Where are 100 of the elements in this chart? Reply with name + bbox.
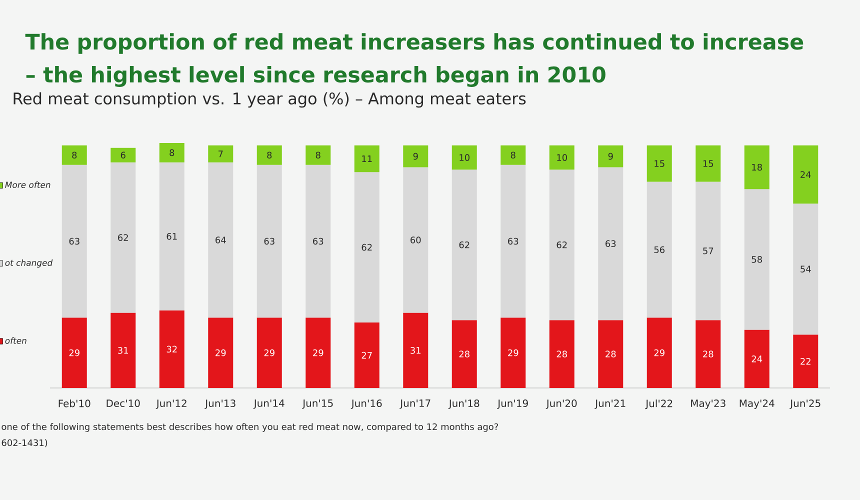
bar <box>452 145 477 170</box>
chart-subtitle: Red meat consumption vs. 1 year ago (%) – Among meat eaters <box>14 92 526 108</box>
data-label: 63 <box>313 238 324 245</box>
bar <box>500 145 526 165</box>
bar <box>159 310 184 388</box>
bar <box>110 312 136 388</box>
data-label: 7 <box>218 150 223 158</box>
bar <box>354 145 380 172</box>
bar <box>500 164 526 318</box>
bar <box>793 145 818 204</box>
bar <box>110 148 136 162</box>
x-tick-label: Jun'15 <box>302 400 333 409</box>
bar <box>744 145 770 190</box>
data-label: 10 <box>557 154 567 161</box>
bar <box>500 318 526 388</box>
data-label: 54 <box>800 266 811 272</box>
x-tick-label: May'24 <box>740 399 774 409</box>
bar <box>62 164 87 318</box>
bar <box>646 145 672 182</box>
bar <box>744 330 770 388</box>
data-label: 9 <box>608 152 613 160</box>
bar <box>403 145 428 168</box>
x-tick-label: Jun'18 <box>448 399 480 409</box>
data-label: 63 <box>264 238 274 245</box>
data-label: 29 <box>264 349 274 356</box>
x-tick-label: Jun'19 <box>497 399 528 409</box>
data-label: 58 <box>752 256 762 263</box>
bar <box>598 167 624 320</box>
data-label: 31 <box>118 346 128 354</box>
x-tick-label: Dec'10 <box>106 399 140 408</box>
text: 602-1431) <box>2 439 48 448</box>
bar <box>208 162 234 318</box>
data-label: 15 <box>703 160 714 167</box>
x-tick-label: Feb'10 <box>58 399 90 408</box>
text: one of the following statements best describes how often you eat red meat now, compared to 12 months ago? <box>2 423 498 432</box>
data-label: 29 <box>654 349 664 356</box>
data-label: 64 <box>216 236 226 244</box>
bar <box>403 312 428 388</box>
bar <box>208 145 234 162</box>
data-label: 31 <box>410 346 421 354</box>
bar <box>452 320 477 388</box>
bar <box>110 162 136 313</box>
data-label: 63 <box>508 238 518 245</box>
data-label: 61 <box>166 232 177 240</box>
bar <box>646 182 672 318</box>
x-tick-label: Jun'21 <box>594 399 626 409</box>
x-tick-label: Jun'12 <box>156 399 186 409</box>
x-tick-label: Jun'17 <box>400 400 430 409</box>
bar <box>549 145 574 170</box>
bar <box>354 322 380 388</box>
data-label: 63 <box>606 240 616 248</box>
bar <box>256 164 282 318</box>
x-tick-label: May'23 <box>691 399 726 409</box>
data-label: 8 <box>510 152 516 158</box>
data-label: 62 <box>459 241 470 248</box>
data-label: 62 <box>556 241 567 248</box>
chart-title: The proportion of red meat increasers has continued to increase – the highest level since research began in 2010 <box>25 33 804 87</box>
legend-label: often <box>5 337 26 344</box>
bar <box>452 170 477 320</box>
data-label: 8 <box>170 149 174 156</box>
bar <box>306 318 331 388</box>
data-label: 8 <box>267 152 272 158</box>
bar <box>598 145 624 168</box>
data-label: 28 <box>556 350 567 358</box>
bar <box>354 172 380 322</box>
data-label: 8 <box>316 152 320 158</box>
data-label: 62 <box>362 244 372 251</box>
data-label: 11 <box>362 155 372 162</box>
data-label: 10 <box>460 154 470 161</box>
x-tick-label: Jun'14 <box>253 400 284 409</box>
bar <box>159 142 184 162</box>
bar <box>744 189 770 330</box>
legend-label: ot changed <box>5 259 53 268</box>
x-tick-label: Jun'25 <box>790 399 820 409</box>
bar <box>696 182 721 320</box>
data-label: 24 <box>752 356 762 362</box>
data-label: 22 <box>800 358 810 365</box>
data-label: 29 <box>313 349 324 356</box>
x-tick-label: Jul'22 <box>645 399 672 410</box>
data-label: 29 <box>216 349 226 356</box>
data-label: 28 <box>606 350 616 358</box>
legend-label: More often <box>5 181 50 188</box>
data-label: 18 <box>752 164 762 171</box>
bar <box>793 204 818 335</box>
data-label: 27 <box>362 352 372 359</box>
x-tick-label: Jun'13 <box>204 399 236 409</box>
bar <box>549 320 574 388</box>
bar <box>696 320 721 388</box>
bar <box>256 145 282 165</box>
data-label: 57 <box>703 248 714 254</box>
data-label: 29 <box>69 349 80 356</box>
bar <box>549 170 574 320</box>
bar <box>793 334 818 388</box>
bar <box>159 162 184 310</box>
bar <box>598 320 624 388</box>
data-label: 9 <box>413 152 418 160</box>
bar <box>62 318 87 388</box>
data-label: 29 <box>508 349 518 356</box>
data-label: 8 <box>72 152 77 158</box>
data-label: 28 <box>459 350 470 358</box>
